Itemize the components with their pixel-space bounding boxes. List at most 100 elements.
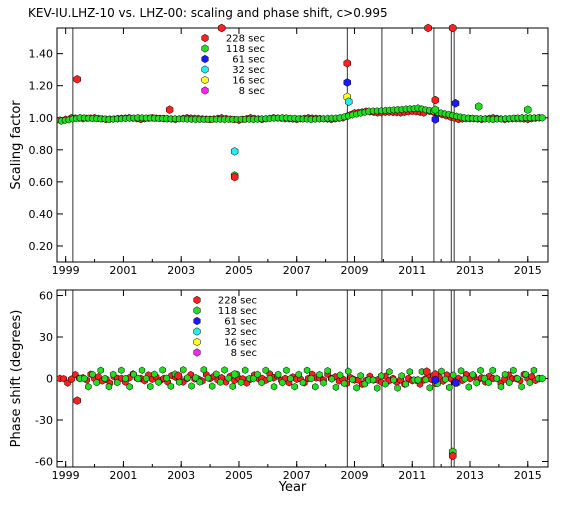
data-point (320, 379, 327, 387)
data-point (109, 370, 117, 379)
data-point (422, 376, 430, 384)
data-point (526, 378, 534, 387)
data-point (270, 383, 278, 391)
data-point (97, 366, 104, 374)
data-point (316, 370, 323, 379)
data-point (266, 374, 274, 383)
x-tick-label: 2005 (225, 469, 253, 482)
outlier-point (230, 370, 239, 379)
legend-label: 8 sec (231, 348, 257, 359)
data-point (180, 366, 187, 374)
data-point (506, 378, 513, 387)
data-point (332, 383, 340, 391)
outlier-point (230, 147, 239, 156)
legend-marker (193, 327, 201, 336)
data-point (518, 383, 525, 391)
x-tick-label: 1999 (52, 469, 80, 482)
data-point (340, 379, 348, 388)
legend-marker (201, 33, 209, 43)
data-point (345, 367, 352, 375)
data-point (386, 368, 393, 376)
data-point (287, 374, 294, 383)
data-point (208, 382, 216, 390)
legend-marker (201, 54, 209, 64)
data-point (481, 374, 488, 383)
x-tick-label: 2011 (398, 469, 426, 482)
data-point (163, 374, 170, 382)
outlier-point (448, 23, 457, 33)
data-point (118, 366, 125, 374)
data-point (438, 367, 445, 375)
y-tick-label: 30 (39, 331, 53, 344)
outlier-point (431, 115, 440, 124)
legend-marker (201, 86, 209, 95)
data-point (477, 366, 484, 375)
legend-label: 16 sec (232, 76, 265, 87)
outlier-point (344, 97, 353, 106)
data-point (188, 382, 195, 390)
x-tick-label: 2015 (514, 469, 542, 482)
data-point (398, 372, 405, 380)
outlier-point (73, 75, 81, 84)
data-point (130, 370, 137, 379)
outlier-point (73, 396, 81, 405)
legend-marker (201, 65, 209, 74)
x-tick-label: 2015 (514, 264, 542, 277)
data-point (357, 371, 364, 380)
data-point (538, 113, 546, 122)
legend-label: 32 sec (232, 65, 265, 76)
outlier-point (451, 378, 460, 387)
x-tick-label: 2007 (283, 469, 311, 482)
outlier-point (165, 105, 174, 114)
x-tick-label: 2003 (167, 264, 195, 277)
outlier-point (474, 102, 483, 111)
data-point (159, 366, 166, 374)
data-point (122, 374, 129, 383)
data-point (450, 371, 457, 379)
x-tick-label: 2005 (225, 264, 253, 277)
data-point (378, 372, 385, 380)
data-point (402, 380, 409, 388)
y-tick-label: -30 (35, 414, 53, 427)
data-point (538, 374, 546, 383)
outlier-point (431, 95, 440, 105)
legend-marker (201, 44, 209, 53)
legend-label: 228 sec (218, 296, 257, 307)
data-point (446, 383, 453, 392)
data-point (204, 374, 212, 382)
data-point (382, 380, 389, 388)
legend-label: 61 sec (232, 55, 265, 66)
data-point (469, 370, 476, 379)
data-point (442, 375, 449, 383)
data-point (138, 366, 146, 374)
x-tick-label: 2003 (167, 469, 195, 482)
data-point (307, 374, 315, 383)
data-point (394, 384, 401, 392)
outlier-point (343, 78, 351, 87)
legend-label: 118 sec (218, 306, 257, 317)
data-point (126, 383, 133, 391)
data-point (514, 374, 521, 383)
data-point (184, 374, 191, 382)
y-tick-label: 1.40 (29, 48, 54, 61)
data-point (461, 375, 469, 383)
x-tick-label: 2009 (340, 264, 368, 277)
data-point (196, 378, 203, 386)
data-point (465, 383, 473, 391)
legend-marker (193, 295, 201, 305)
outlier-point (422, 367, 431, 376)
data-point (237, 378, 245, 387)
data-point (497, 383, 505, 391)
data-point (93, 378, 100, 387)
data-point (89, 370, 96, 379)
data-point (217, 378, 224, 386)
data-point (101, 374, 109, 383)
data-point (254, 370, 261, 379)
y-axis-label: Scaling factor (9, 100, 24, 190)
x-tick-label: 2001 (109, 264, 137, 277)
data-point (105, 383, 113, 391)
data-point (213, 370, 220, 378)
data-point (60, 375, 67, 383)
outlier-point (451, 99, 460, 108)
data-point (299, 378, 307, 387)
